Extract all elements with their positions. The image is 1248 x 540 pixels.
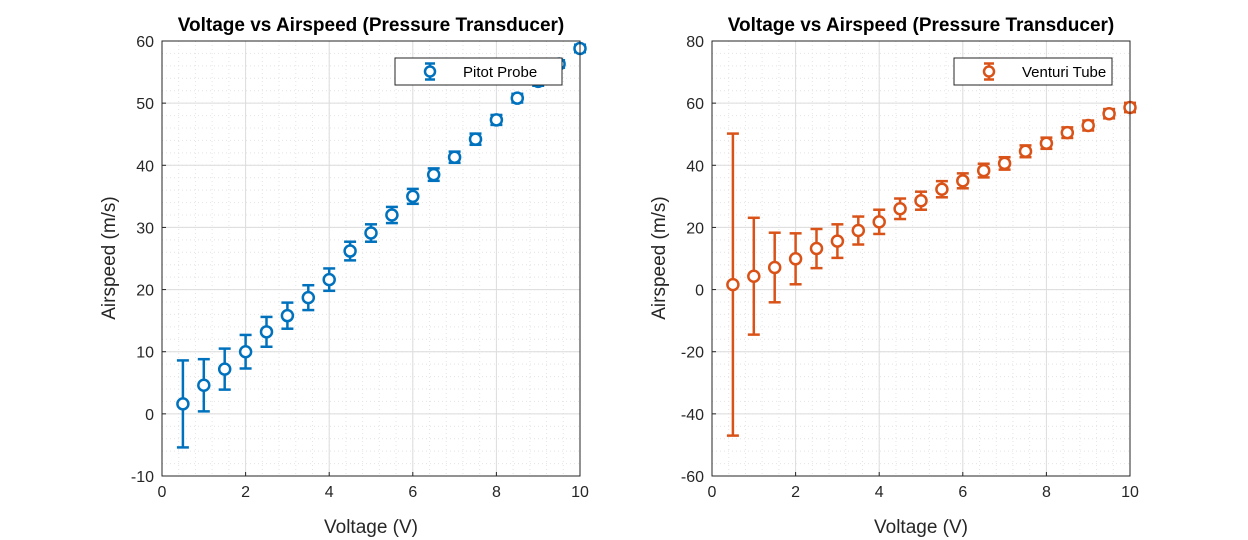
data-point bbox=[259, 325, 274, 339]
data-point bbox=[343, 244, 357, 258]
data-point bbox=[830, 234, 845, 248]
y-tick-label: 80 bbox=[686, 34, 704, 51]
plot-area bbox=[162, 41, 580, 476]
x-tick-label: 2 bbox=[791, 484, 800, 501]
legend: Venturi Tube bbox=[953, 57, 1113, 86]
data-point bbox=[997, 156, 1012, 171]
x-axis-label: Voltage (V) bbox=[874, 517, 968, 538]
data-point bbox=[217, 362, 232, 376]
data-point bbox=[747, 269, 761, 283]
legend-label: Venturi Tube bbox=[1022, 64, 1106, 81]
plot-frame bbox=[711, 40, 1131, 477]
data-point bbox=[1081, 118, 1095, 133]
plot-area bbox=[712, 41, 1130, 476]
chart-title: Voltage vs Airspeed (Pressure Transducer… bbox=[728, 15, 1115, 36]
data-point bbox=[301, 290, 316, 305]
x-tick-label: 0 bbox=[708, 484, 717, 501]
plot-frame bbox=[161, 40, 581, 477]
data-point bbox=[893, 202, 907, 216]
series-venturi-tube bbox=[726, 100, 1137, 437]
legend-marker bbox=[423, 65, 437, 78]
data-point bbox=[851, 223, 866, 238]
y-tick-label: 60 bbox=[686, 96, 704, 113]
y-tick-label: -40 bbox=[681, 407, 704, 424]
chart-title: Voltage vs Airspeed (Pressure Transducer… bbox=[178, 15, 565, 36]
series-pitot-probe bbox=[176, 41, 587, 449]
data-point bbox=[1060, 125, 1075, 140]
y-axis-label: Airspeed (m/s) bbox=[649, 196, 670, 320]
data-point bbox=[956, 174, 970, 188]
legend-label: Pitot Probe bbox=[463, 64, 537, 81]
y-tick-label: 40 bbox=[686, 158, 704, 175]
y-tick-label: -10 bbox=[131, 469, 154, 486]
data-point bbox=[280, 308, 295, 323]
data-point bbox=[788, 252, 803, 266]
legend-box bbox=[953, 57, 1113, 86]
x-tick-label: 2 bbox=[241, 484, 250, 501]
x-tick-label: 4 bbox=[875, 484, 884, 501]
data-point bbox=[406, 189, 420, 204]
y-tick-label: -60 bbox=[681, 469, 704, 486]
venturi-tube-chart: Voltage vs Airspeed (Pressure Transducer… bbox=[649, 15, 1139, 538]
legend-marker bbox=[982, 65, 996, 78]
y-axis-label: Airspeed (m/s) bbox=[99, 196, 120, 320]
data-point bbox=[447, 150, 462, 164]
x-tick-label: 6 bbox=[958, 484, 967, 501]
x-tick-label: 0 bbox=[158, 484, 167, 501]
x-axis-label: Voltage (V) bbox=[324, 517, 418, 538]
data-point bbox=[510, 91, 525, 105]
data-point bbox=[176, 397, 190, 411]
data-point bbox=[872, 215, 886, 229]
x-tick-label: 8 bbox=[1042, 484, 1051, 501]
x-tick-label: 8 bbox=[492, 484, 501, 501]
data-point bbox=[809, 241, 824, 256]
y-tick-label: 60 bbox=[136, 34, 154, 51]
data-point bbox=[976, 163, 991, 178]
y-tick-label: 20 bbox=[686, 220, 704, 237]
legend-box bbox=[394, 57, 563, 86]
x-tick-label: 10 bbox=[571, 484, 589, 501]
data-point bbox=[914, 193, 928, 208]
data-point bbox=[385, 208, 399, 222]
y-tick-label: 40 bbox=[136, 158, 154, 175]
pitot-probe-chart: Voltage vs Airspeed (Pressure Transducer… bbox=[99, 15, 589, 538]
x-tick-label: 10 bbox=[1121, 484, 1139, 501]
y-tick-label: 50 bbox=[136, 96, 154, 113]
data-point bbox=[197, 378, 211, 393]
data-point bbox=[1102, 106, 1116, 121]
data-point bbox=[238, 344, 253, 359]
y-tick-label: 10 bbox=[136, 345, 154, 362]
data-point bbox=[935, 182, 949, 196]
y-tick-label: 0 bbox=[695, 283, 704, 300]
y-tick-label: 20 bbox=[136, 283, 154, 300]
data-point bbox=[322, 272, 336, 287]
data-point bbox=[468, 132, 483, 146]
y-tick-label: -20 bbox=[681, 345, 704, 362]
data-point bbox=[426, 167, 441, 182]
data-point bbox=[726, 277, 740, 292]
data-point bbox=[364, 226, 378, 240]
data-point bbox=[1018, 144, 1033, 159]
data-point bbox=[489, 113, 504, 127]
data-point bbox=[767, 260, 782, 275]
y-tick-label: 0 bbox=[145, 407, 154, 424]
y-tick-label: 30 bbox=[136, 220, 154, 237]
x-tick-label: 6 bbox=[408, 484, 417, 501]
x-tick-label: 4 bbox=[325, 484, 334, 501]
legend: Pitot Probe bbox=[394, 57, 563, 86]
data-point bbox=[1039, 136, 1054, 150]
